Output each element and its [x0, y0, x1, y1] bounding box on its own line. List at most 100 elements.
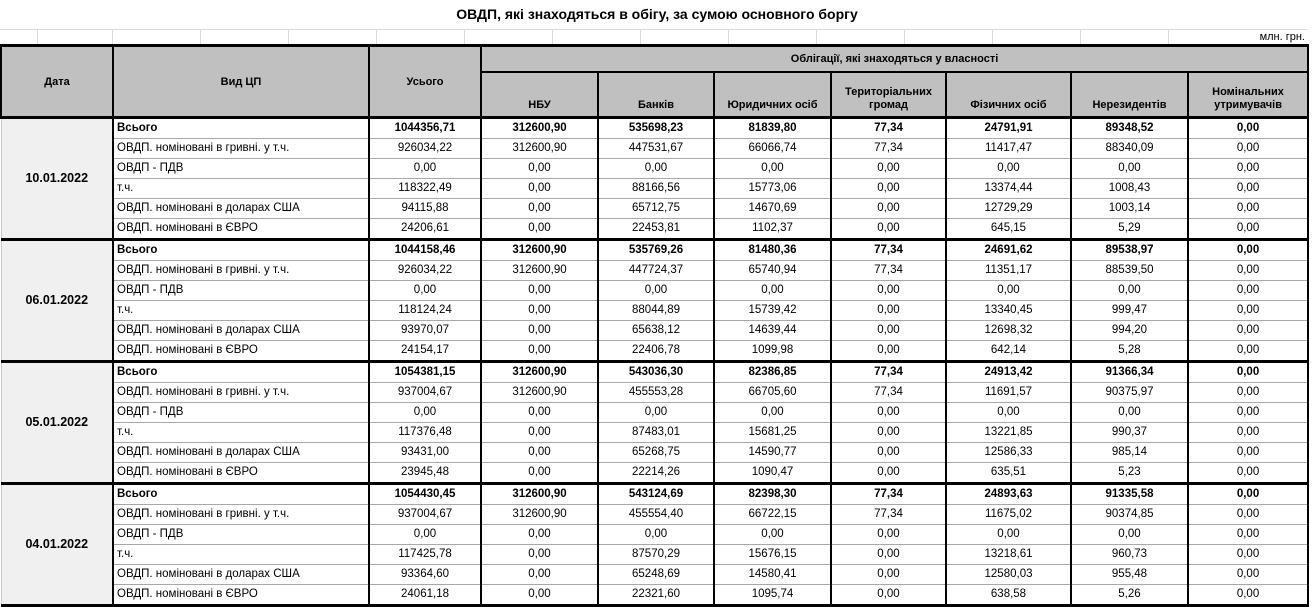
- value-cell: 0,00: [1188, 178, 1310, 199]
- value-cell: 77,34: [831, 239, 947, 261]
- value-cell: 0,00: [481, 422, 599, 443]
- value-cell: 0,00: [831, 320, 947, 341]
- value-cell: 81480,36: [714, 239, 832, 261]
- row-label: ОВДП. номіновані в доларах США: [113, 198, 370, 219]
- value-cell: 5,26: [1071, 584, 1189, 606]
- date-cell: 06.01.2022: [0, 239, 114, 362]
- row-label: Всього: [113, 239, 370, 261]
- row-label: ОВДП. номіновані в гривні. у т.ч.: [113, 504, 370, 525]
- value-cell: 24791,91: [946, 117, 1072, 139]
- value-cell: 0,00: [1188, 584, 1310, 606]
- value-cell: 0,00: [1188, 300, 1310, 321]
- value-cell: 90375,97: [1071, 382, 1189, 403]
- row-label: ОВДП - ПДВ: [113, 402, 370, 423]
- value-cell: 0,00: [1188, 462, 1310, 484]
- value-cell: 0,00: [481, 402, 599, 423]
- value-cell: 0,00: [481, 218, 599, 240]
- value-cell: 12729,29: [946, 198, 1072, 219]
- value-cell: 0,00: [1188, 524, 1310, 545]
- value-cell: 0,00: [1188, 382, 1310, 403]
- value-cell: 0,00: [1188, 320, 1310, 341]
- value-cell: 0,00: [481, 442, 599, 463]
- table-row: ОВДП. номіновані в ЄВРО 24154,17 0,00 22406…: [1, 340, 1310, 362]
- col-header-territorial-communities: Територіальних громад: [830, 70, 947, 119]
- value-cell: 0,00: [946, 402, 1072, 423]
- col-header-security-type: Вид ЦП: [112, 44, 370, 119]
- value-cell: 11417,47: [946, 138, 1072, 159]
- row-label: т.ч.: [113, 178, 370, 199]
- value-cell: 937004,67: [369, 504, 482, 525]
- value-cell: 5,29: [1071, 218, 1189, 240]
- value-cell: 0,00: [831, 524, 947, 545]
- value-cell: 0,00: [598, 524, 715, 545]
- value-cell: 0,00: [946, 158, 1072, 179]
- value-cell: 91335,58: [1071, 483, 1189, 505]
- total-row: 06.01.2022 Всього 1044158,46 312600,90 53576…: [0, 239, 1310, 362]
- value-cell: 22321,60: [598, 584, 715, 606]
- value-cell: 1099,98: [714, 340, 832, 362]
- value-cell: 65712,75: [598, 198, 715, 219]
- value-cell: 24893,63: [946, 483, 1072, 505]
- value-cell: 0,00: [598, 280, 715, 301]
- value-cell: 1054381,15: [369, 361, 482, 383]
- value-cell: 87483,01: [598, 422, 715, 443]
- value-cell: 312600,90: [481, 117, 599, 139]
- col-header-legal-entities: Юридичних осіб: [713, 70, 832, 119]
- value-cell: 0,00: [1188, 218, 1310, 240]
- value-cell: 5,28: [1071, 340, 1189, 362]
- value-cell: 89538,97: [1071, 239, 1189, 261]
- value-cell: 0,00: [1071, 402, 1189, 423]
- value-cell: 312600,90: [481, 138, 599, 159]
- value-cell: 0,00: [481, 564, 599, 585]
- value-cell: 0,00: [831, 584, 947, 606]
- value-cell: 1044158,46: [369, 239, 482, 261]
- value-cell: 66722,15: [714, 504, 832, 525]
- value-cell: 0,00: [714, 402, 832, 423]
- value-cell: 543036,30: [598, 361, 715, 383]
- table-row: ОВДП. номіновані в гривні. у т.ч. 937004,…: [1, 382, 1310, 403]
- group-header-ownership: Облігації, які знаходяться у власності: [479, 44, 1310, 73]
- table-row: ОВДП. номіновані в доларах США 93970,07 0,…: [1, 320, 1310, 341]
- value-cell: 24154,17: [369, 340, 482, 362]
- value-cell: 91366,34: [1071, 361, 1189, 383]
- table-row: ОВДП. номіновані в гривні. у т.ч. 926034,…: [1, 138, 1310, 159]
- date-block: 05.01.2022 Всього 1054381,15 312600,90 54303…: [0, 361, 1310, 484]
- value-cell: 93970,07: [369, 320, 482, 341]
- value-cell: 535698,23: [598, 117, 715, 139]
- value-cell: 5,23: [1071, 462, 1189, 484]
- date-cell: 10.01.2022: [0, 117, 114, 240]
- value-cell: 82386,85: [714, 361, 832, 383]
- value-cell: 638,58: [946, 584, 1072, 606]
- value-cell: 0,00: [481, 178, 599, 199]
- value-cell: 24913,42: [946, 361, 1072, 383]
- table-row: ОВДП. номіновані в доларах США 93431,00 0,…: [1, 442, 1310, 463]
- value-cell: 0,00: [946, 280, 1072, 301]
- table-row: т.ч. 118124,24 0,00 88044,89 15739,42 0,00 133…: [1, 300, 1310, 321]
- row-label: ОВДП. номіновані в гривні. у т.ч.: [113, 382, 370, 403]
- value-cell: 0,00: [481, 462, 599, 484]
- header-row-top: Дата Вид ЦП Усього Облігації, які знаход…: [0, 44, 1310, 119]
- row-label: ОВДП. номіновані в доларах США: [113, 442, 370, 463]
- value-cell: 13340,45: [946, 300, 1072, 321]
- row-label: т.ч.: [113, 300, 370, 321]
- value-cell: 0,00: [1188, 483, 1310, 505]
- value-cell: 65268,75: [598, 442, 715, 463]
- row-label: т.ч.: [113, 422, 370, 443]
- total-row: 05.01.2022 Всього 1054381,15 312600,90 54303…: [0, 361, 1310, 484]
- value-cell: 926034,22: [369, 260, 482, 281]
- value-cell: 0,00: [598, 158, 715, 179]
- value-cell: 0,00: [1071, 280, 1189, 301]
- row-label: ОВДП - ПДВ: [113, 524, 370, 545]
- value-cell: 0,00: [1071, 158, 1189, 179]
- value-cell: 0,00: [1188, 422, 1310, 443]
- value-cell: 15681,25: [714, 422, 832, 443]
- date-block: 10.01.2022 Всього 1044356,71 312600,90 53569…: [0, 117, 1310, 240]
- value-cell: 77,34: [831, 483, 947, 505]
- col-header-banks: Банків: [597, 70, 715, 119]
- value-cell: 88044,89: [598, 300, 715, 321]
- value-cell: 1003,14: [1071, 198, 1189, 219]
- value-cell: 0,00: [1188, 239, 1310, 261]
- value-cell: 1102,37: [714, 218, 832, 240]
- value-cell: 635,51: [946, 462, 1072, 484]
- date-cell: 05.01.2022: [0, 361, 114, 484]
